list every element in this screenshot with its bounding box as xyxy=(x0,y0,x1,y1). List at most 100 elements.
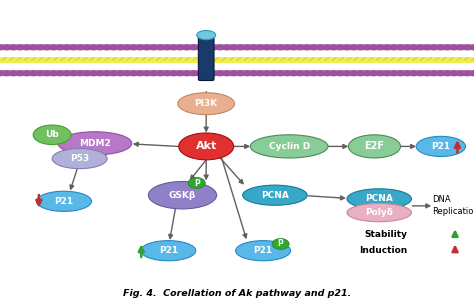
Ellipse shape xyxy=(7,70,19,76)
Ellipse shape xyxy=(261,70,273,76)
Ellipse shape xyxy=(178,93,235,115)
Ellipse shape xyxy=(54,70,66,76)
Ellipse shape xyxy=(388,44,400,50)
Ellipse shape xyxy=(181,44,193,50)
Text: Induction: Induction xyxy=(359,246,408,255)
Ellipse shape xyxy=(455,70,467,76)
Ellipse shape xyxy=(107,44,119,50)
Ellipse shape xyxy=(374,70,387,76)
Ellipse shape xyxy=(187,70,200,76)
Ellipse shape xyxy=(301,70,313,76)
Ellipse shape xyxy=(27,70,39,76)
Ellipse shape xyxy=(141,70,153,76)
Ellipse shape xyxy=(67,70,80,76)
Ellipse shape xyxy=(20,70,33,76)
Ellipse shape xyxy=(288,70,300,76)
Text: P21: P21 xyxy=(254,246,273,255)
Ellipse shape xyxy=(394,44,407,50)
Ellipse shape xyxy=(107,70,119,76)
Ellipse shape xyxy=(221,44,233,50)
Text: P21: P21 xyxy=(431,142,450,151)
Ellipse shape xyxy=(347,203,411,222)
Ellipse shape xyxy=(47,70,60,76)
Ellipse shape xyxy=(448,44,460,50)
Ellipse shape xyxy=(181,70,193,76)
Ellipse shape xyxy=(167,70,180,76)
Ellipse shape xyxy=(81,44,93,50)
Ellipse shape xyxy=(0,44,13,50)
Ellipse shape xyxy=(234,44,246,50)
Ellipse shape xyxy=(308,70,320,76)
Ellipse shape xyxy=(20,44,33,50)
Ellipse shape xyxy=(247,70,260,76)
Ellipse shape xyxy=(468,70,474,76)
Ellipse shape xyxy=(301,44,313,50)
Ellipse shape xyxy=(321,70,333,76)
Text: PCNA: PCNA xyxy=(365,194,393,203)
Ellipse shape xyxy=(448,70,460,76)
Ellipse shape xyxy=(274,44,287,50)
Text: P21: P21 xyxy=(159,246,178,255)
Text: P21: P21 xyxy=(55,197,73,206)
Text: E2F: E2F xyxy=(365,142,384,151)
Ellipse shape xyxy=(100,44,113,50)
Ellipse shape xyxy=(414,70,427,76)
Text: Stability: Stability xyxy=(365,230,408,239)
Ellipse shape xyxy=(61,70,73,76)
Ellipse shape xyxy=(167,44,180,50)
Ellipse shape xyxy=(435,44,447,50)
Text: PCNA: PCNA xyxy=(261,191,289,200)
Ellipse shape xyxy=(208,44,220,50)
Ellipse shape xyxy=(187,44,200,50)
Ellipse shape xyxy=(435,70,447,76)
Ellipse shape xyxy=(87,44,100,50)
Ellipse shape xyxy=(361,44,374,50)
Ellipse shape xyxy=(441,44,454,50)
Ellipse shape xyxy=(461,44,474,50)
Ellipse shape xyxy=(141,241,196,261)
Ellipse shape xyxy=(272,239,289,249)
Ellipse shape xyxy=(408,70,420,76)
Ellipse shape xyxy=(355,70,367,76)
Text: P53: P53 xyxy=(70,154,89,163)
Text: GSKβ: GSKβ xyxy=(169,191,196,200)
Ellipse shape xyxy=(100,70,113,76)
Ellipse shape xyxy=(236,241,291,261)
Ellipse shape xyxy=(416,136,465,156)
Ellipse shape xyxy=(94,44,106,50)
Ellipse shape xyxy=(121,70,133,76)
Ellipse shape xyxy=(241,44,253,50)
Ellipse shape xyxy=(61,44,73,50)
Ellipse shape xyxy=(67,44,80,50)
Ellipse shape xyxy=(179,133,234,160)
Ellipse shape xyxy=(281,44,293,50)
Ellipse shape xyxy=(214,70,227,76)
Ellipse shape xyxy=(328,44,340,50)
Ellipse shape xyxy=(221,70,233,76)
Ellipse shape xyxy=(47,44,60,50)
Ellipse shape xyxy=(394,70,407,76)
Ellipse shape xyxy=(348,135,401,158)
Ellipse shape xyxy=(234,70,246,76)
Ellipse shape xyxy=(201,70,213,76)
Ellipse shape xyxy=(54,44,66,50)
Ellipse shape xyxy=(201,44,213,50)
Text: Akt: Akt xyxy=(196,142,217,151)
Ellipse shape xyxy=(228,44,240,50)
Ellipse shape xyxy=(174,70,186,76)
Text: Cyclin D: Cyclin D xyxy=(268,142,310,151)
Ellipse shape xyxy=(134,70,146,76)
Ellipse shape xyxy=(74,70,86,76)
Ellipse shape xyxy=(274,70,287,76)
Ellipse shape xyxy=(468,44,474,50)
Ellipse shape xyxy=(334,70,346,76)
Ellipse shape xyxy=(243,185,307,205)
Ellipse shape xyxy=(401,70,413,76)
Ellipse shape xyxy=(281,70,293,76)
Ellipse shape xyxy=(161,70,173,76)
Ellipse shape xyxy=(368,44,380,50)
Ellipse shape xyxy=(381,70,393,76)
Ellipse shape xyxy=(428,70,440,76)
Ellipse shape xyxy=(368,70,380,76)
Ellipse shape xyxy=(188,178,205,188)
